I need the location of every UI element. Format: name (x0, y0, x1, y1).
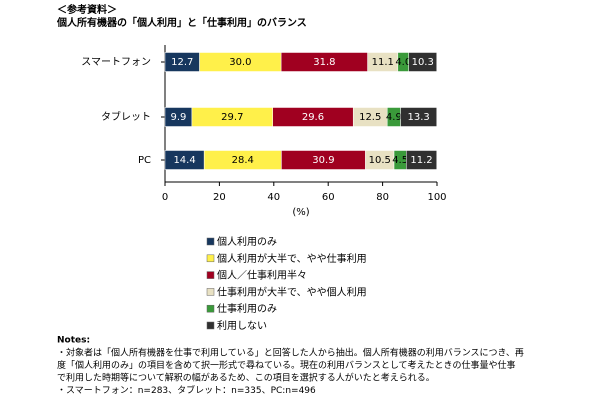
legend-label: 個人利用のみ (217, 235, 277, 248)
data-label: 10.3 (412, 57, 434, 68)
data-label: 30.9 (312, 155, 334, 166)
legend-label: 個人／仕事利用半々 (217, 269, 307, 282)
legend-label: 利用しない (217, 320, 267, 332)
data-label: 12.5 (359, 112, 381, 123)
data-label: 30.0 (229, 57, 251, 68)
bar-segment (408, 52, 437, 72)
data-label: 29.6 (302, 112, 324, 123)
data-label: 31.8 (313, 57, 335, 68)
note-line: ・対象者は「個人所有機器を仕事で利用している」と回答した人から抽出。個人所有機器… (57, 347, 524, 359)
note-line: ・スマートフォン：n=283、タブレット：n=335、PC:n=496 (57, 384, 316, 396)
chart-title: ＜参考資料＞ (57, 3, 117, 16)
legend-swatch (206, 321, 215, 330)
y-tick-label: タブレット (101, 110, 151, 123)
x-axis-label: (%) (292, 207, 309, 218)
x-tick-label: 60 (322, 192, 335, 203)
bar-segment (406, 150, 437, 170)
y-tick-label: PC (138, 155, 151, 166)
x-tick-label: 40 (267, 192, 280, 203)
data-label: 14.4 (173, 155, 195, 166)
legend-label: 仕事利用のみ (217, 302, 277, 315)
data-label: 12.7 (171, 57, 193, 68)
data-label: 13.3 (408, 112, 430, 123)
y-tick-label: スマートフォン (81, 57, 151, 68)
data-label: 4.9 (386, 112, 402, 123)
legend-swatch (206, 288, 215, 296)
legend-label: 仕事利用が大半で、やや個人利用 (217, 285, 367, 298)
data-label: 4.0 (395, 57, 411, 68)
x-tick-label: 20 (213, 192, 226, 203)
x-tick-label: 100 (427, 192, 446, 203)
legend-swatch (206, 271, 215, 279)
data-label: 11.1 (372, 57, 394, 68)
legend-swatch (206, 237, 215, 246)
x-tick-label: 80 (376, 192, 389, 203)
data-label: 28.4 (232, 155, 254, 166)
notes-title: Notes: (57, 336, 90, 346)
data-label: 11.2 (410, 155, 432, 166)
legend-swatch (206, 304, 215, 313)
data-label: 10.5 (369, 155, 391, 166)
note-line: 度「個人利用のみ」の項目を含めて択一形式で尋ねている。現在の利用バランスとして考… (57, 359, 516, 371)
data-label: 9.9 (171, 112, 187, 123)
bar-segment (400, 107, 437, 127)
x-tick-label: 0 (162, 192, 168, 203)
legend-label: 個人利用が大半で、やや仕事利用 (217, 252, 367, 265)
data-label: 4.5 (392, 155, 408, 166)
legend-swatch (206, 254, 215, 263)
chart-subtitle: 個人所有機器の「個人利用」と「仕事利用」のバランス (56, 16, 307, 29)
note-line: で利用した時期等について解釈の幅があるため、この項目を選択する人がいたと考えられ… (57, 372, 435, 384)
data-label: 29.7 (221, 112, 243, 123)
